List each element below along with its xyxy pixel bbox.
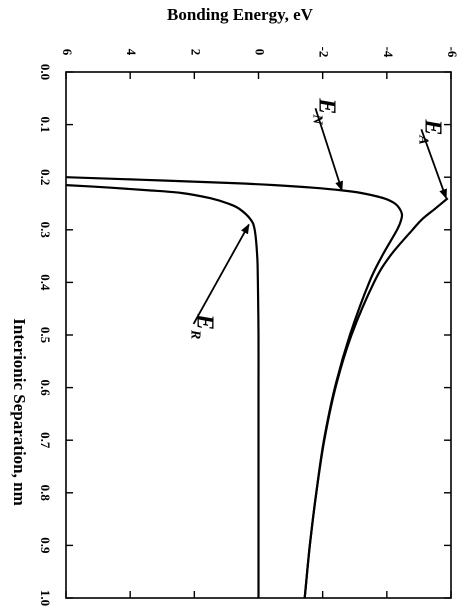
series-label-e-a: EA [415,118,445,144]
y-axis-title: Bonding Energy, eV [167,5,314,24]
annotation-arrow [192,223,250,325]
x-tick-label: 0.4 [38,274,53,291]
series-label-e-n: EN [309,97,339,125]
series-label-e-r: ER [188,313,218,339]
y-tick-label: -2 [317,47,332,58]
series-line-e-a [303,197,449,598]
y-tick-label: 6 [60,49,75,56]
annotation-arrow [314,108,343,192]
annotation-layer: EA EN ER [188,97,448,339]
annotation-arrow [420,129,448,200]
y-tick-label: 0 [253,49,268,56]
y-tick-label: -6 [445,47,460,58]
series-line-e-n [66,176,404,598]
x-tick-label: 0.3 [38,222,53,239]
y-tick-label: 2 [188,49,203,56]
x-tick-label: 0.9 [38,537,53,554]
x-tick-label: 0.5 [38,327,53,344]
x-tick-label: 0.0 [38,64,53,80]
x-tick-label: 0.1 [38,116,53,132]
series-line-e-r [66,184,260,598]
curve-layer [66,176,449,598]
x-tick-label: 0.2 [38,169,53,185]
tick-layer: 0.0 0.1 0.2 0.3 0.4 0.5 0.6 0.7 0.8 0.9 1.0 -6 -4 -2 0… [38,47,460,607]
x-tick-label: 1.0 [38,590,53,606]
x-tick-label: 0.6 [38,379,53,396]
x-tick-label: 0.7 [38,432,53,449]
y-tick-label: 4 [124,49,139,56]
x-axis-title: Interionic Separation, nm [10,318,29,505]
x-tick-label: 0.8 [38,485,53,502]
y-tick-label: -4 [381,47,396,58]
